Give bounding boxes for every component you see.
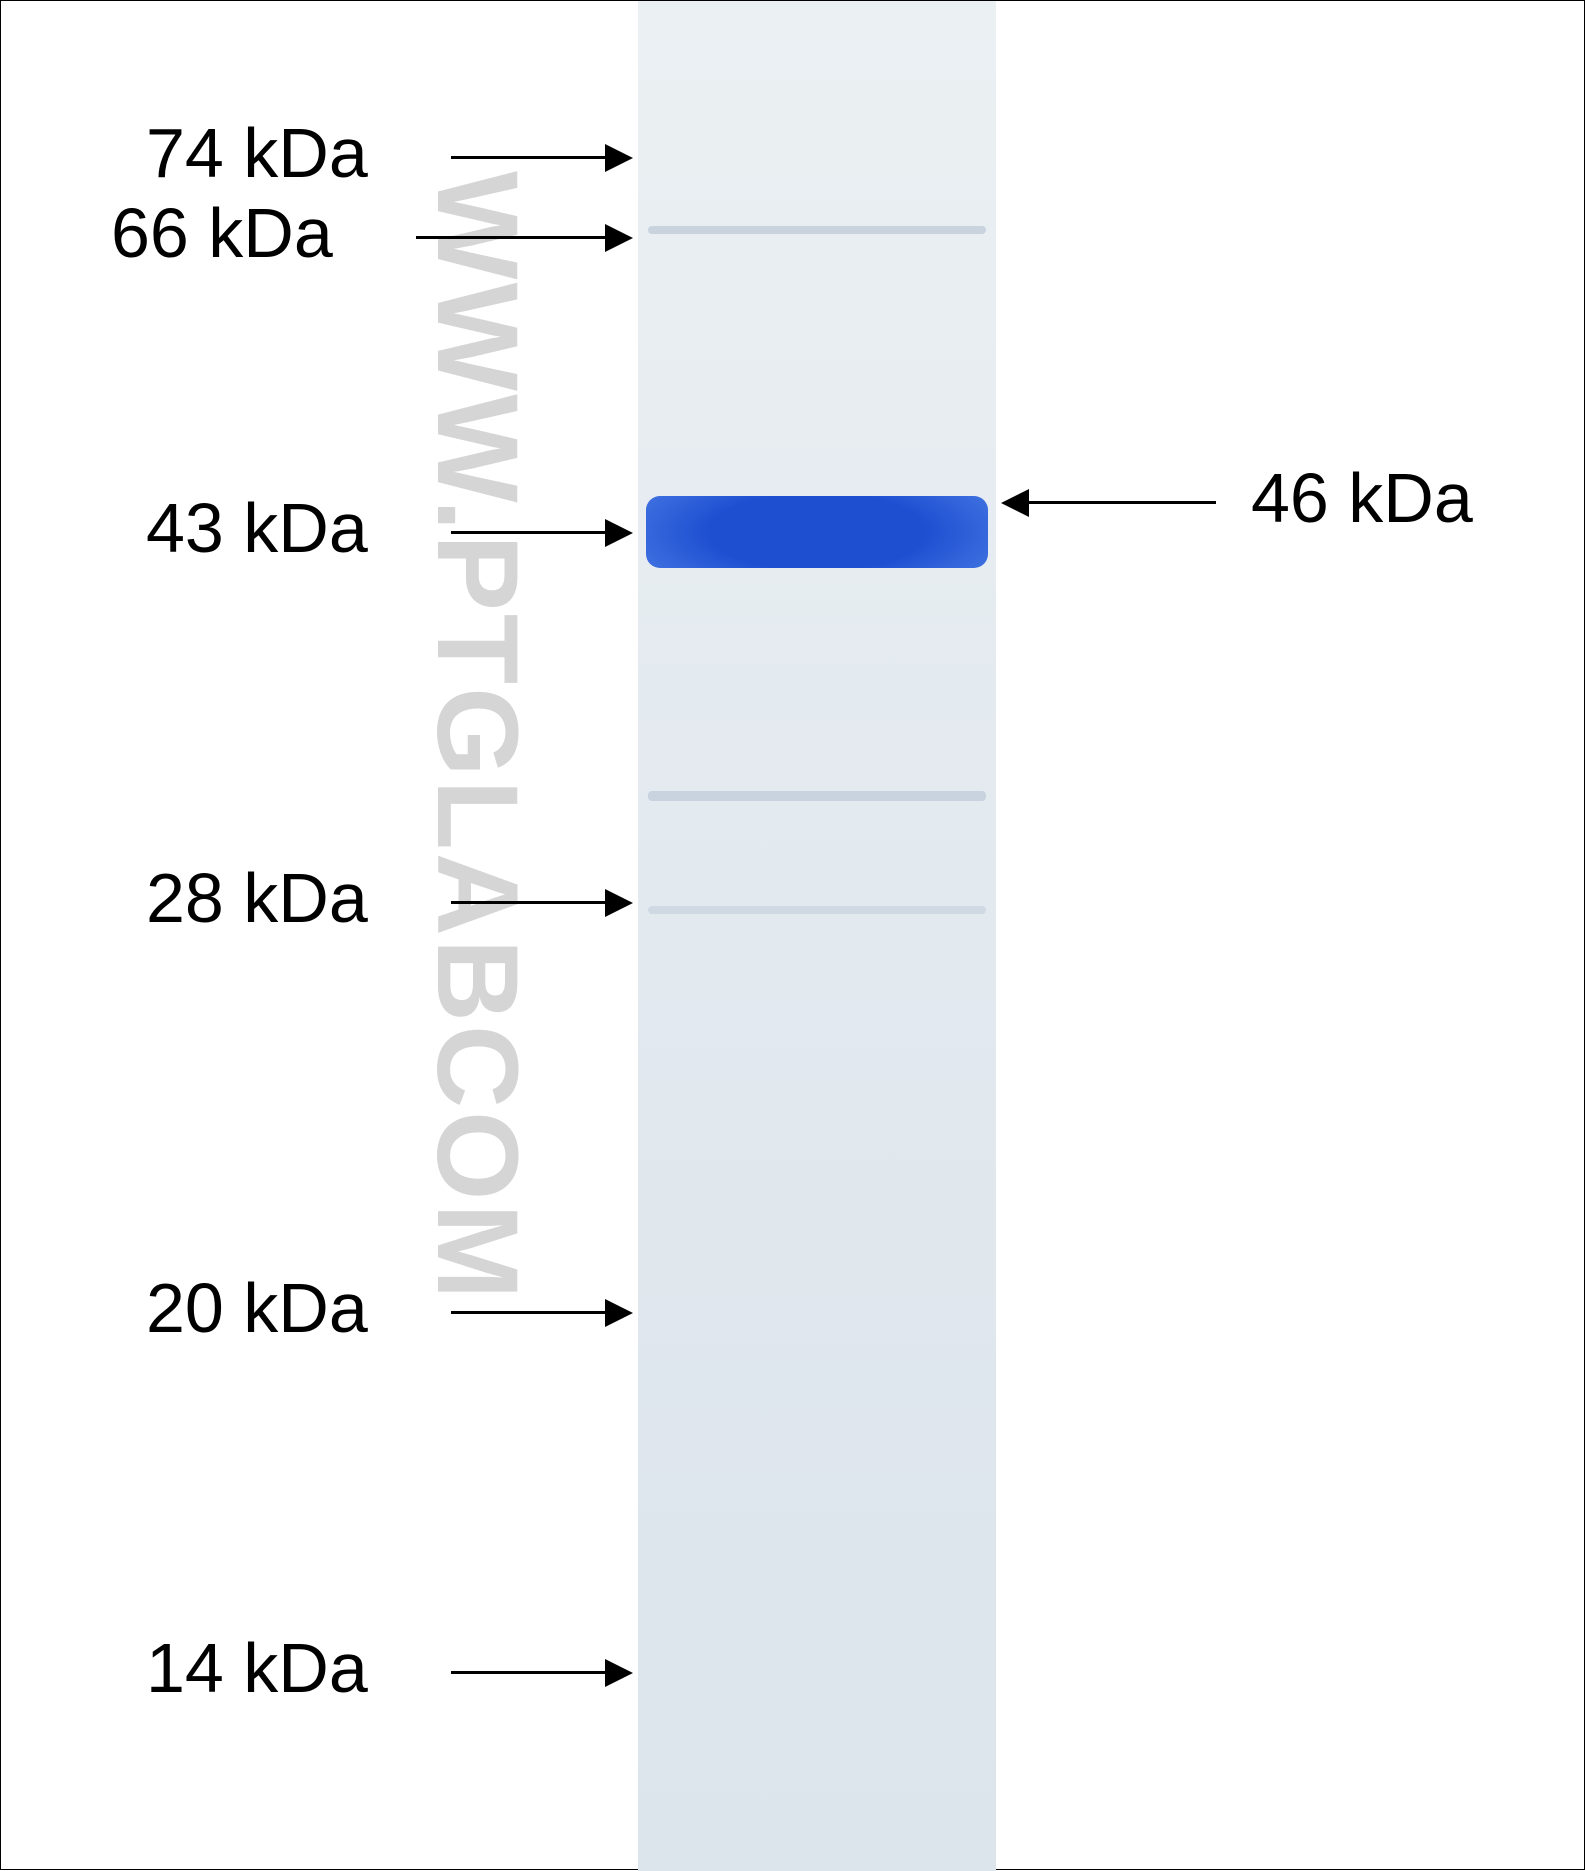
arrow-head-icon [605,1659,633,1687]
faint-band [648,226,986,234]
faint-band [648,791,986,801]
faint-band [648,906,986,914]
gel-lane [638,1,996,1871]
marker-arrow [416,236,605,239]
arrow-head-icon [605,144,633,172]
arrow-head-icon [605,519,633,547]
marker-label-left: 14 kDa [146,1628,368,1708]
marker-arrow [451,531,605,534]
marker-arrow [451,901,605,904]
arrow-head-icon [605,224,633,252]
marker-label-right: 46 kDa [1251,458,1473,538]
arrow-head-icon [605,889,633,917]
marker-label-left: 28 kDa [146,858,368,938]
gel-background [638,1,996,1871]
arrow-head-icon [1001,489,1029,517]
marker-arrow [1029,501,1216,504]
marker-label-left: 74 kDa [146,113,368,193]
marker-arrow [451,156,605,159]
marker-label-left: 43 kDa [146,488,368,568]
main-protein-band [646,496,988,568]
arrow-head-icon [605,1299,633,1327]
marker-arrow [451,1671,605,1674]
watermark-text: WWW.PTGLABCOM [411,171,543,1302]
marker-arrow [451,1311,605,1314]
marker-label-left: 20 kDa [146,1268,368,1348]
marker-label-left: 66 kDa [111,193,333,273]
